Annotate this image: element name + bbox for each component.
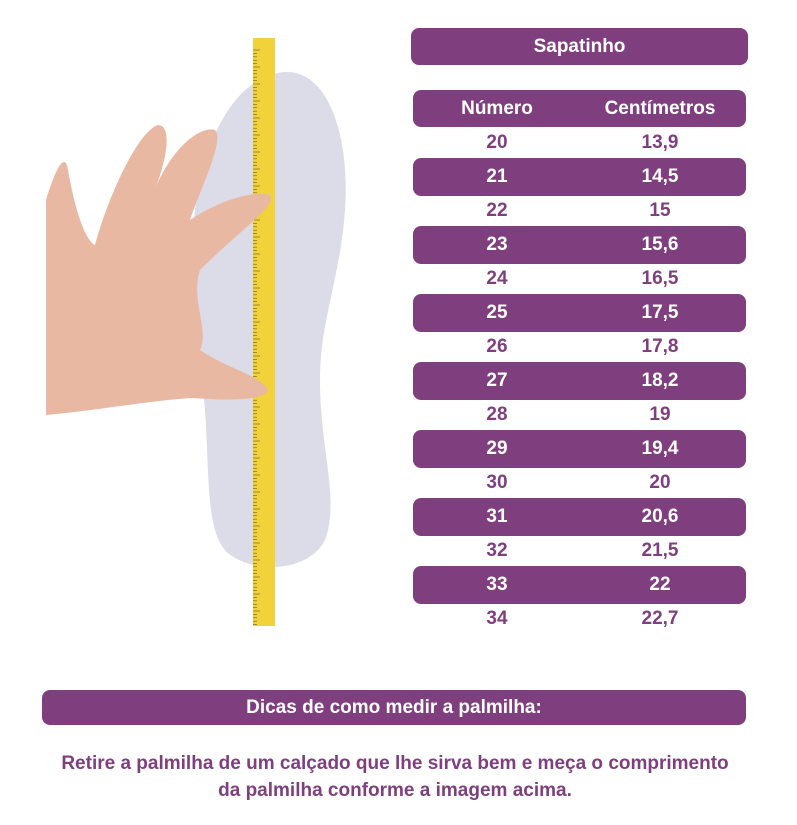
table-row: 20 13,9	[413, 124, 746, 162]
tips-heading: Dicas de como medir a palmilha:	[42, 690, 746, 725]
table-row: 25 17,5	[413, 294, 746, 332]
size-number: 27	[486, 370, 508, 391]
size-centimeters: 14,5	[641, 166, 679, 187]
table-row: 27 18,2	[413, 362, 746, 400]
size-centimeters: 15,6	[641, 234, 679, 255]
size-number: 20	[486, 132, 508, 153]
size-number: 29	[486, 438, 508, 459]
size-centimeters: 15	[649, 200, 671, 221]
size-number: 31	[486, 506, 508, 527]
table-row: 30 20	[413, 464, 746, 502]
size-centimeters: 18,2	[641, 370, 679, 391]
size-centimeters: 17,8	[641, 336, 679, 357]
size-centimeters: 13,9	[641, 132, 679, 153]
size-centimeters: 19,4	[641, 438, 679, 459]
table-header: Número Centímetros	[413, 90, 746, 127]
size-centimeters: 20	[649, 472, 671, 493]
table-row: 26 17,8	[413, 328, 746, 366]
table-row: 29 19,4	[413, 430, 746, 468]
table-title: Sapatinho	[411, 28, 748, 65]
size-number: 22	[486, 200, 508, 221]
size-number: 33	[486, 574, 508, 595]
size-centimeters: 21,5	[641, 540, 679, 561]
hand-image	[46, 125, 272, 415]
column-header-centimeters: Centímetros	[604, 98, 716, 119]
size-number: 32	[486, 540, 508, 561]
size-centimeters: 22	[649, 574, 671, 595]
column-header-number: Número	[461, 98, 533, 119]
size-centimeters: 16,5	[641, 268, 679, 289]
size-number: 34	[486, 608, 508, 629]
table-row: 28 19	[413, 396, 746, 434]
size-number: 23	[486, 234, 508, 255]
size-number: 21	[486, 166, 508, 187]
table-row: 24 16,5	[413, 260, 746, 298]
size-centimeters: 22,7	[641, 608, 679, 629]
table-row: 32 21,5	[413, 532, 746, 570]
table-row: 33 22	[413, 566, 746, 604]
tips-text: Retire a palmilha de um calçado que lhe …	[61, 753, 729, 801]
size-number: 28	[486, 404, 508, 425]
size-number: 25	[486, 302, 508, 323]
size-number: 26	[486, 336, 508, 357]
table-row: 23 15,6	[413, 226, 746, 264]
size-centimeters: 17,5	[641, 302, 679, 323]
size-number: 24	[486, 268, 508, 289]
measuring-tape-image	[253, 38, 275, 626]
size-number: 30	[486, 472, 508, 493]
size-centimeters: 19	[649, 404, 671, 425]
table-row: 22 15	[413, 192, 746, 230]
size-centimeters: 20,6	[641, 506, 679, 527]
table-row: 21 14,5	[413, 158, 746, 196]
insole-measurement-photo	[46, 38, 346, 626]
table-row: 34 22,7	[413, 600, 746, 638]
table-row: 31 20,6	[413, 498, 746, 536]
